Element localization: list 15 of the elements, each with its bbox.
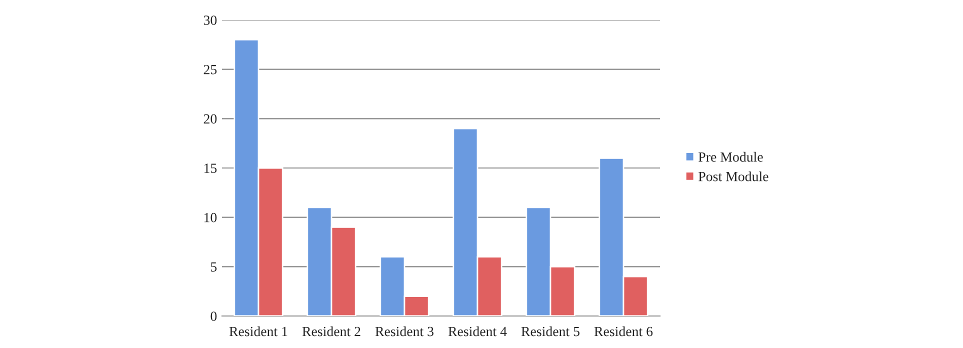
x-tick-label: Resident 3 bbox=[375, 326, 434, 336]
x-tick-label: Resident 2 bbox=[302, 326, 360, 336]
y-tick-label: 30 bbox=[204, 16, 217, 25]
y-tick-label: 10 bbox=[204, 212, 217, 222]
x-tick-label: Resident 4 bbox=[448, 326, 507, 336]
y-tick-label: 20 bbox=[204, 114, 217, 124]
x-tick-label: Resident 6 bbox=[594, 326, 653, 336]
x-tick-label: Resident 1 bbox=[229, 326, 288, 336]
legend-label: Pre Module bbox=[698, 152, 763, 162]
y-tick-label: 0 bbox=[210, 312, 217, 321]
y-tick-label: 25 bbox=[204, 64, 217, 74]
y-tick-label: 5 bbox=[211, 262, 217, 272]
y-tick-label: 15 bbox=[204, 164, 217, 173]
legend-label: Post Module bbox=[698, 171, 768, 182]
x-tick-label: Resident 5 bbox=[521, 326, 580, 336]
